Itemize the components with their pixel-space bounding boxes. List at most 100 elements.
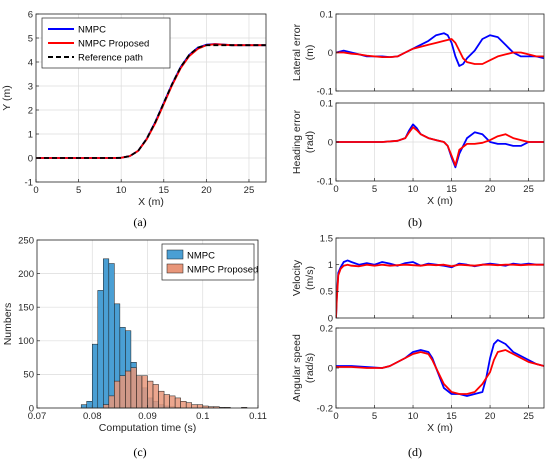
histogram-bar	[119, 375, 126, 409]
histogram-bar	[196, 404, 204, 409]
histogram-bar	[180, 401, 187, 409]
x-tick-label: 20	[201, 185, 212, 196]
y-tick-label: 250	[18, 235, 34, 246]
y-tick-label: 0.2	[320, 323, 333, 334]
histogram-bar	[86, 401, 93, 409]
y-tick-label: 0.5	[320, 287, 333, 298]
y-axis-label: (m/s)	[304, 266, 316, 290]
x-tick-label: 0	[333, 184, 338, 195]
y-tick-label: 0	[328, 137, 333, 148]
series-line-nmpc-proposed	[336, 349, 544, 395]
y-tick-label: -1	[25, 177, 33, 188]
y-tick-label: 1.5	[320, 233, 333, 244]
x-tick-label: 15	[446, 411, 457, 422]
y-tick-label: 0	[328, 48, 333, 59]
series-line-nmpc-proposed	[336, 38, 544, 65]
x-tick-label: 15	[446, 184, 457, 195]
x-axis-label: Computation time (s)	[99, 422, 196, 434]
histogram-bar	[158, 390, 165, 409]
axes-frame	[35, 13, 267, 183]
x-tick-label: 10	[116, 185, 127, 196]
y-tick-label: 50	[23, 370, 34, 381]
series-line-nmpc-proposed	[336, 263, 544, 318]
legend-label: Reference path	[78, 53, 143, 64]
x-tick-label: 25	[523, 184, 534, 195]
histogram-bar	[174, 397, 181, 409]
y-axis-label: Angular speed	[291, 334, 303, 402]
y-tick-label: -0.1	[317, 86, 333, 97]
x-tick-label: 20	[485, 411, 496, 422]
histogram-bar	[114, 380, 121, 409]
chart-lateral-error: -0.1 0 0.1 Lateral error (m)	[291, 9, 545, 97]
y-axis-label: (rad)	[304, 131, 316, 153]
plot-area	[336, 238, 544, 318]
y-axis-label: Velocity	[291, 259, 303, 296]
histogram-bar	[147, 380, 154, 409]
histogram-bar	[80, 404, 87, 409]
series-line-nmpc-proposed	[336, 126, 544, 167]
x-tick-label: 5	[372, 184, 377, 195]
y-tick-label: 0	[328, 313, 333, 324]
histogram-bar	[185, 402, 192, 409]
y-tick-label: -0.2	[317, 403, 333, 414]
histogram-bar	[136, 375, 143, 409]
x-axis-label: X (m)	[138, 196, 164, 208]
y-axis-label: (rad/s)	[304, 353, 316, 383]
histogram-bar	[103, 404, 110, 409]
x-axis-label: X (m)	[427, 195, 453, 207]
y-tick-label: 0	[28, 153, 33, 164]
y-tick-label: 1	[28, 129, 33, 140]
y-tick-label: 5	[28, 33, 33, 44]
x-tick-label: 0	[33, 185, 38, 196]
panel-label-a: (a)	[133, 215, 146, 229]
chart-heading-error: 0 5 10 15 20 25-0.100.1X (m)Heading error (rad…	[291, 98, 545, 207]
x-tick-label: 5	[372, 411, 377, 422]
chart-histogram: 0.07 0.08 0.09 0.1 0.11 0 50 100 150 200 250 Comput…	[2, 235, 267, 434]
panel-label-c: (c)	[133, 445, 146, 459]
panel-label-d: (d)	[408, 445, 422, 459]
x-tick-label: 25	[523, 411, 534, 422]
x-tick-label: 10	[408, 184, 419, 195]
axes-frame	[335, 237, 545, 319]
y-axis-label: (m)	[304, 45, 316, 61]
x-tick-label: 5	[76, 185, 81, 196]
y-tick-label: 100	[18, 336, 34, 347]
y-axis-label: Heading error	[291, 109, 303, 174]
y-tick-label: 150	[18, 303, 34, 314]
x-tick-label: 0.08	[83, 411, 102, 422]
x-tick-label: 0	[333, 411, 338, 422]
x-tick-label: 10	[408, 411, 419, 422]
legend-label: NMPC	[187, 251, 215, 262]
y-tick-label: 0.1	[320, 9, 333, 20]
histogram-bar	[191, 404, 198, 409]
histogram-bar	[103, 258, 110, 409]
histogram-bar	[152, 384, 159, 409]
legend-swatch	[166, 263, 184, 274]
y-axis-label: Y (m)	[1, 85, 13, 110]
histogram-bar	[169, 395, 176, 409]
chart-velocity: 0 0.5 1 1.5 Velocity (m/s)	[291, 233, 545, 324]
x-axis-label: X (m)	[427, 422, 453, 434]
y-tick-label: 0	[328, 363, 333, 374]
x-tick-label: 25	[244, 185, 255, 196]
panel-label-b: (b)	[408, 215, 422, 229]
y-tick-label: 4	[28, 57, 33, 68]
legend-swatch	[166, 249, 184, 260]
series-line-reference-path	[36, 44, 266, 159]
y-tick-label: 1	[328, 260, 333, 271]
histogram-bar	[125, 370, 132, 409]
x-tick-label: 0.07	[28, 411, 47, 422]
histogram-bar	[97, 290, 104, 409]
y-axis-label: Numbers	[2, 303, 14, 346]
y-tick-label: 3	[28, 81, 33, 92]
legend-label: NMPC Proposed	[78, 39, 149, 50]
y-tick-label: 6	[28, 9, 33, 20]
y-axis-label: Lateral error	[291, 23, 303, 81]
histogram-bar	[108, 395, 115, 409]
x-tick-label: 0.09	[138, 411, 157, 422]
y-tick-label: 0	[29, 403, 34, 414]
x-tick-label: 20	[485, 184, 496, 195]
x-tick-label: 0.11	[249, 411, 267, 422]
